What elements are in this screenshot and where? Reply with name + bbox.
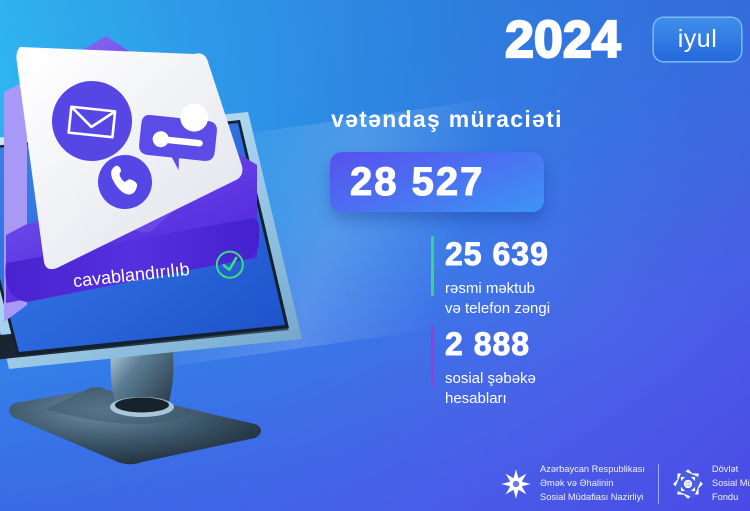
svg-text:FOND: FOND bbox=[685, 485, 691, 487]
